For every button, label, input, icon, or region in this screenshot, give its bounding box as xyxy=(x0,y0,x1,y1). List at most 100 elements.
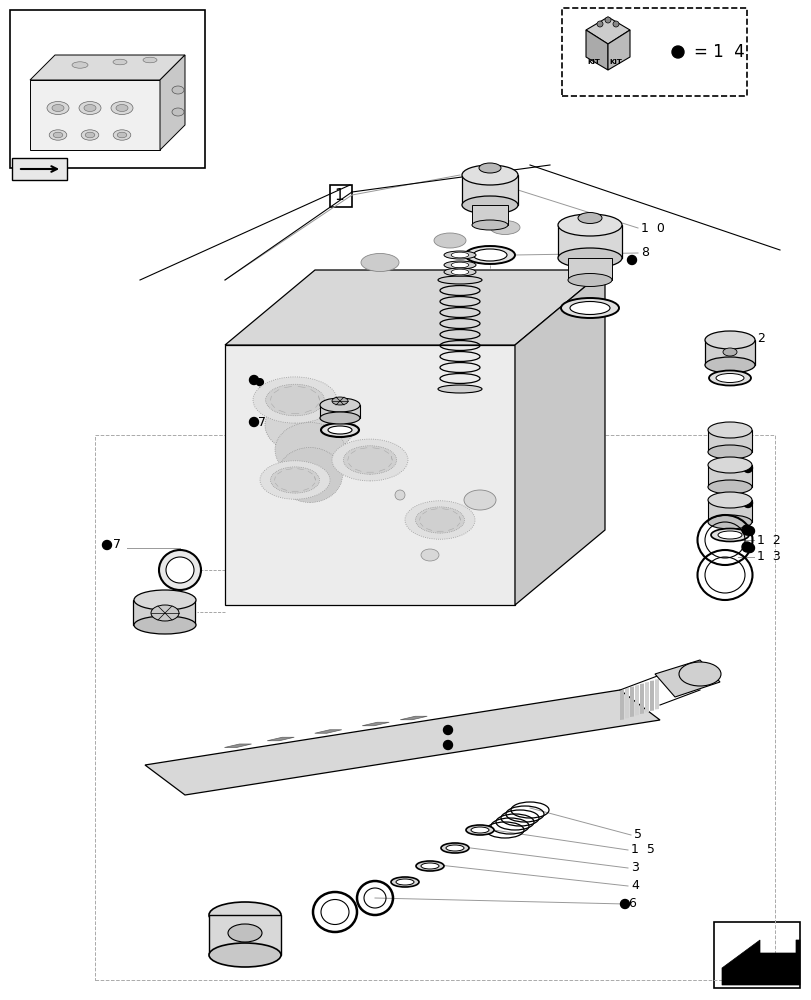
Polygon shape xyxy=(514,270,604,605)
Circle shape xyxy=(620,900,629,908)
Text: 7: 7 xyxy=(258,416,266,430)
Polygon shape xyxy=(208,915,281,955)
Ellipse shape xyxy=(461,165,517,185)
Polygon shape xyxy=(133,600,195,625)
Ellipse shape xyxy=(489,221,519,235)
Ellipse shape xyxy=(113,130,131,140)
Circle shape xyxy=(249,375,258,384)
Ellipse shape xyxy=(116,105,128,112)
Ellipse shape xyxy=(717,531,741,539)
Ellipse shape xyxy=(678,662,720,686)
Ellipse shape xyxy=(143,57,157,63)
Circle shape xyxy=(443,740,452,750)
Polygon shape xyxy=(704,340,754,365)
Ellipse shape xyxy=(320,423,358,437)
Text: 4: 4 xyxy=(630,880,638,892)
Ellipse shape xyxy=(478,163,500,173)
Text: ●: ● xyxy=(254,377,264,387)
Polygon shape xyxy=(644,682,648,712)
Polygon shape xyxy=(634,685,638,715)
Circle shape xyxy=(741,542,751,552)
Circle shape xyxy=(249,418,258,426)
Ellipse shape xyxy=(320,398,359,412)
Text: 1  3: 1 3 xyxy=(756,550,780,564)
Polygon shape xyxy=(30,80,160,150)
Text: 1: 1 xyxy=(258,386,265,399)
Text: 1  5: 1 5 xyxy=(630,843,654,856)
Ellipse shape xyxy=(343,446,396,474)
Ellipse shape xyxy=(208,943,281,967)
Ellipse shape xyxy=(52,105,64,112)
Ellipse shape xyxy=(208,902,281,928)
Ellipse shape xyxy=(260,461,329,499)
Ellipse shape xyxy=(466,825,493,835)
Ellipse shape xyxy=(405,501,474,539)
Ellipse shape xyxy=(420,549,439,561)
Text: 1  0: 1 0 xyxy=(640,222,664,235)
Text: 1: 1 xyxy=(333,188,343,203)
Ellipse shape xyxy=(568,273,611,286)
Polygon shape xyxy=(568,258,611,280)
Circle shape xyxy=(744,526,753,536)
Ellipse shape xyxy=(707,445,751,459)
Ellipse shape xyxy=(433,233,466,248)
Text: 3: 3 xyxy=(630,861,638,874)
Ellipse shape xyxy=(707,492,751,508)
Circle shape xyxy=(743,498,752,508)
Text: KIT: KIT xyxy=(609,59,622,65)
Ellipse shape xyxy=(707,480,751,494)
Ellipse shape xyxy=(708,370,750,385)
Ellipse shape xyxy=(84,105,96,112)
Text: 8: 8 xyxy=(640,246,648,259)
Ellipse shape xyxy=(159,550,201,590)
Polygon shape xyxy=(225,345,514,605)
Text: = 1  4: = 1 4 xyxy=(693,43,744,61)
Ellipse shape xyxy=(557,214,621,236)
Circle shape xyxy=(394,490,405,500)
Polygon shape xyxy=(607,30,629,70)
Bar xyxy=(561,8,746,96)
Ellipse shape xyxy=(111,102,133,115)
Bar xyxy=(95,435,774,980)
Ellipse shape xyxy=(270,467,319,493)
Circle shape xyxy=(627,255,636,264)
Polygon shape xyxy=(471,205,508,225)
Polygon shape xyxy=(30,55,185,80)
Ellipse shape xyxy=(415,507,464,533)
Ellipse shape xyxy=(707,515,751,529)
Text: 6: 6 xyxy=(627,898,635,910)
Ellipse shape xyxy=(451,262,468,268)
Ellipse shape xyxy=(85,132,95,138)
Polygon shape xyxy=(620,690,623,720)
Ellipse shape xyxy=(437,276,482,284)
Ellipse shape xyxy=(277,448,342,502)
Ellipse shape xyxy=(320,412,359,424)
Ellipse shape xyxy=(415,861,444,871)
Ellipse shape xyxy=(444,261,475,269)
Polygon shape xyxy=(707,430,751,452)
Polygon shape xyxy=(639,684,643,714)
Ellipse shape xyxy=(265,384,324,416)
Bar xyxy=(329,185,351,207)
Ellipse shape xyxy=(471,220,508,230)
Ellipse shape xyxy=(49,130,67,140)
Ellipse shape xyxy=(704,331,754,349)
Polygon shape xyxy=(649,680,653,711)
Ellipse shape xyxy=(560,298,618,318)
Polygon shape xyxy=(707,500,751,522)
Ellipse shape xyxy=(445,845,463,851)
Polygon shape xyxy=(362,722,388,726)
Text: KIT: KIT xyxy=(587,59,599,65)
Ellipse shape xyxy=(264,395,354,455)
Ellipse shape xyxy=(165,557,194,583)
Circle shape xyxy=(744,544,753,552)
Polygon shape xyxy=(629,686,633,717)
Bar xyxy=(10,10,204,168)
Ellipse shape xyxy=(710,493,748,506)
Circle shape xyxy=(612,21,618,27)
Ellipse shape xyxy=(253,377,337,423)
Ellipse shape xyxy=(420,863,439,869)
Ellipse shape xyxy=(172,108,184,116)
Polygon shape xyxy=(225,270,604,345)
Circle shape xyxy=(604,17,610,23)
